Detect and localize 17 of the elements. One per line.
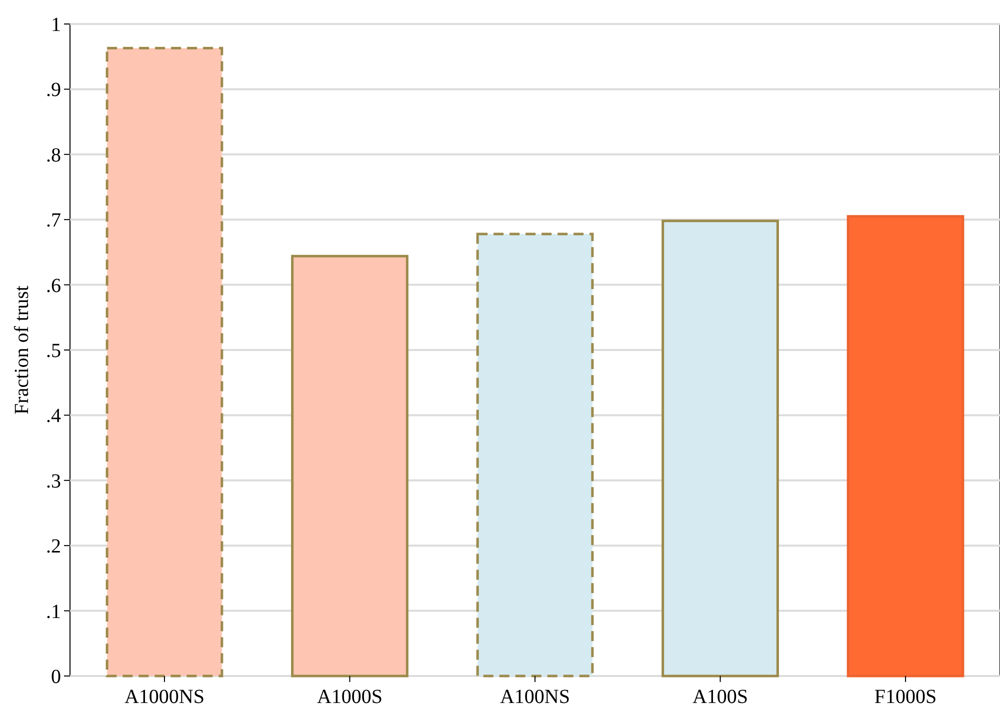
y-axis-title: Fraction of trust [11,285,33,414]
y-tick-label: .9 [46,79,61,102]
y-tick-label: .7 [46,210,61,232]
y-tick-label: .3 [46,470,61,492]
y-tick-label: .5 [46,340,61,362]
x-tick-label: A1000S [316,686,383,708]
x-tick-label: A1000NS [124,686,204,708]
x-tick-label: F1000S [874,686,937,708]
y-tick-label: 0 [51,666,61,688]
y-tick-label: .8 [46,144,61,166]
y-tick-label: .1 [46,600,61,623]
x-tick-label: A100S [692,686,748,708]
y-tick-label: .6 [46,274,61,297]
y-tick-label: .2 [46,536,61,558]
y-tick-label: 1 [51,14,61,36]
y-tick-label: .4 [46,405,61,428]
x-tick-label: A100NS [500,686,570,708]
